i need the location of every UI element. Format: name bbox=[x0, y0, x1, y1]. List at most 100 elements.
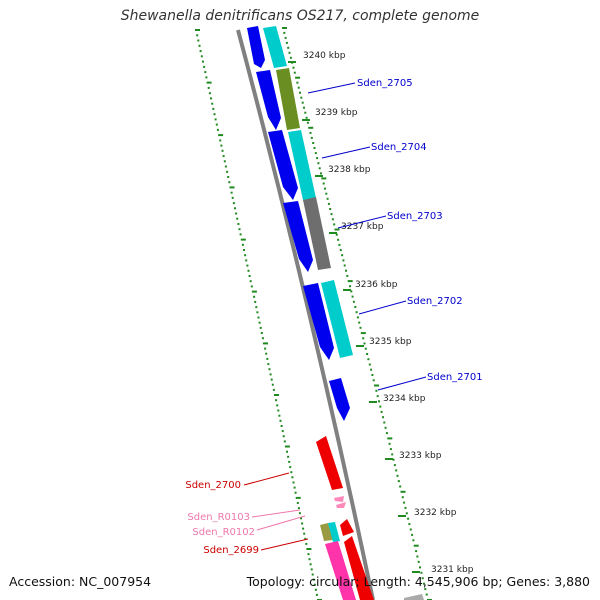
cds-feature[interactable] bbox=[283, 201, 313, 272]
rna-feature[interactable] bbox=[334, 496, 344, 502]
cds-feature[interactable] bbox=[256, 70, 281, 130]
gc-dot bbox=[265, 352, 268, 355]
cds-feature[interactable] bbox=[247, 26, 265, 68]
gc-dot bbox=[302, 527, 305, 530]
gc-dot bbox=[301, 522, 304, 525]
tick-label: 3237 kbp bbox=[341, 222, 384, 232]
cds-feature[interactable] bbox=[268, 130, 298, 200]
gc-dot bbox=[267, 363, 270, 366]
gc-dot bbox=[284, 36, 287, 39]
gc-dot bbox=[312, 578, 315, 581]
gene-labels: Sden_2705 Sden_2704 Sden_2703 Sden_2702 … bbox=[185, 78, 482, 556]
gene-label-sden-2702[interactable]: Sden_2702 bbox=[407, 296, 463, 307]
gc-dot bbox=[272, 388, 275, 391]
gc-dot bbox=[391, 453, 394, 456]
gc-dot bbox=[220, 144, 223, 147]
cds-feature[interactable] bbox=[404, 594, 424, 600]
gc-dot bbox=[383, 421, 386, 424]
gene-label-sden-2700[interactable]: Sden_2700 bbox=[185, 480, 241, 491]
rna-feature[interactable] bbox=[336, 502, 346, 508]
gc-dot bbox=[372, 379, 375, 382]
gc-dot bbox=[229, 186, 235, 189]
gc-dot bbox=[354, 306, 357, 308]
gc-dot bbox=[363, 342, 366, 345]
gc-dot bbox=[218, 134, 224, 137]
gc-dot bbox=[212, 107, 215, 110]
gc-dot bbox=[310, 136, 313, 139]
gc-dot bbox=[214, 118, 217, 121]
gc-dot bbox=[250, 285, 253, 288]
gc-dot bbox=[215, 123, 218, 126]
cds-feature[interactable] bbox=[344, 536, 374, 600]
cds-feature[interactable] bbox=[329, 378, 350, 421]
gc-dot bbox=[359, 326, 362, 329]
gc-dot bbox=[288, 51, 291, 54]
gc-dot bbox=[226, 170, 229, 173]
gc-dot bbox=[277, 409, 280, 412]
gc-dot bbox=[227, 176, 230, 178]
gc-dot bbox=[311, 573, 314, 576]
gc-dot bbox=[330, 213, 333, 216]
gc-dot bbox=[301, 101, 304, 104]
cds-feature[interactable] bbox=[316, 436, 343, 490]
cds-feature[interactable] bbox=[340, 519, 354, 536]
gc-dot bbox=[292, 481, 295, 484]
kbp-ticks: 3240 kbp 3239 kbp 3238 kbp 3237 kbp 3236… bbox=[288, 51, 474, 575]
gc-dot bbox=[339, 249, 342, 252]
gc-dot bbox=[379, 405, 382, 408]
gc-dot bbox=[367, 358, 370, 361]
gc-dot bbox=[325, 192, 328, 195]
gc-dot bbox=[251, 290, 257, 293]
gc-dot bbox=[419, 566, 421, 569]
gene-label-sden-2699[interactable]: Sden_2699 bbox=[203, 545, 259, 556]
gc-dot bbox=[333, 223, 336, 226]
cds-feature[interactable] bbox=[325, 541, 356, 600]
cds-feature[interactable] bbox=[328, 522, 340, 542]
cds-feature[interactable] bbox=[321, 280, 353, 358]
cds-feature[interactable] bbox=[320, 523, 333, 541]
gc-dot bbox=[342, 259, 345, 262]
gc-dot bbox=[244, 254, 247, 257]
cds-feature[interactable] bbox=[303, 283, 334, 360]
gc-dot bbox=[303, 532, 306, 535]
gc-dot bbox=[259, 326, 262, 329]
gene-label-sden-r0103[interactable]: Sden_R0103 bbox=[187, 512, 250, 523]
gc-dot bbox=[392, 458, 395, 461]
gene-label-sden-2701[interactable]: Sden_2701 bbox=[427, 372, 483, 383]
gc-dot bbox=[281, 430, 284, 433]
gc-dot bbox=[368, 363, 371, 366]
gc-dot bbox=[207, 86, 210, 89]
gc-dot bbox=[271, 383, 274, 386]
gc-dot bbox=[384, 426, 387, 429]
gene-label-sden-r0102[interactable]: Sden_R0102 bbox=[192, 527, 255, 538]
gc-dot bbox=[387, 437, 393, 440]
gc-dot bbox=[399, 485, 402, 488]
cds-feature[interactable] bbox=[263, 26, 287, 68]
gc-dot bbox=[315, 593, 318, 596]
gc-dot bbox=[206, 81, 212, 84]
gc-dot bbox=[294, 491, 297, 494]
cds-feature[interactable] bbox=[303, 197, 331, 270]
gc-dot bbox=[287, 46, 290, 49]
cds-feature[interactable] bbox=[288, 130, 316, 200]
gc-dot bbox=[283, 31, 286, 34]
gc-dot bbox=[306, 548, 312, 550]
tick-label: 3235 kbp bbox=[369, 337, 412, 347]
gc-dot bbox=[228, 181, 231, 184]
gc-dot bbox=[255, 306, 258, 309]
gc-dot bbox=[196, 34, 199, 37]
gc-dot bbox=[337, 238, 340, 241]
gc-dot bbox=[425, 593, 428, 596]
gc-dot bbox=[303, 106, 305, 109]
gc-dot bbox=[253, 295, 256, 298]
cds-feature[interactable] bbox=[276, 68, 300, 130]
gene-label-sden-2704[interactable]: Sden_2704 bbox=[371, 142, 427, 153]
gc-dot bbox=[405, 512, 408, 515]
gene-label-sden-2703[interactable]: Sden_2703 bbox=[387, 211, 443, 222]
gc-dot bbox=[309, 131, 312, 134]
gc-dot bbox=[308, 126, 314, 129]
gene-label-sden-2705[interactable]: Sden_2705 bbox=[357, 78, 413, 89]
gc-dot bbox=[304, 537, 307, 540]
gc-dot bbox=[313, 147, 316, 149]
